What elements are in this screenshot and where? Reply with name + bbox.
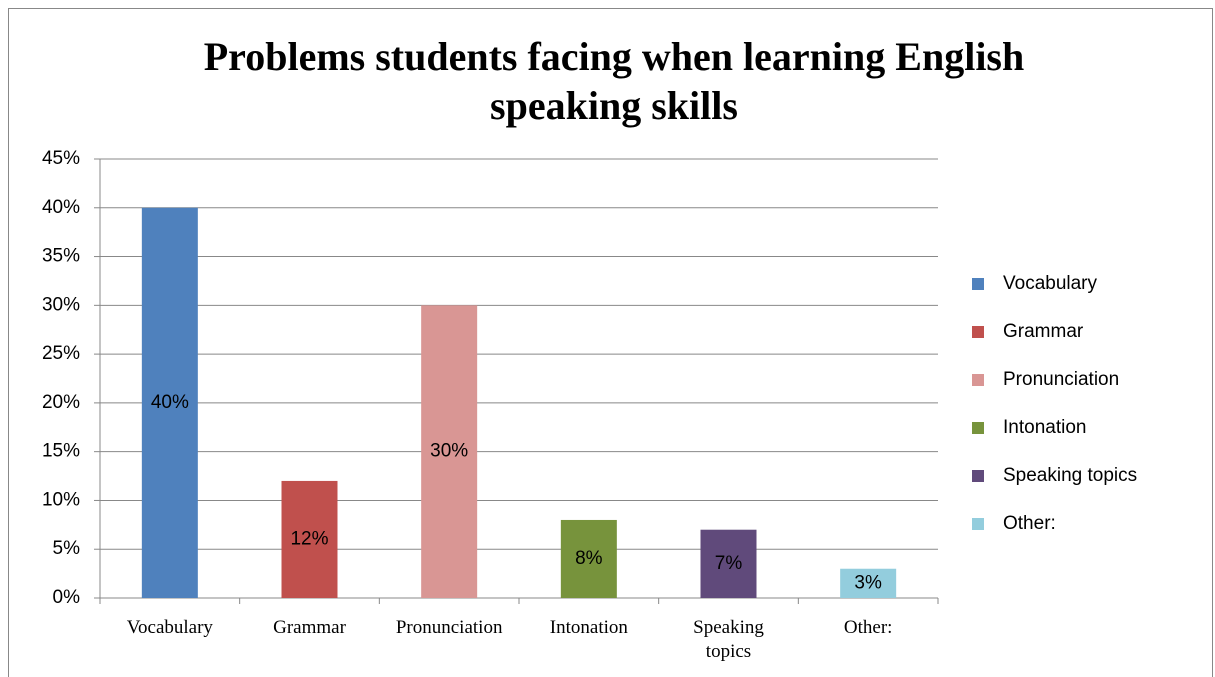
y-tick-label: 40%: [42, 197, 80, 218]
y-tick-label: 20%: [42, 392, 80, 413]
y-tick-label: 45%: [42, 148, 80, 169]
y-tick-label: 35%: [42, 246, 80, 267]
y-tick-label: 25%: [42, 343, 80, 364]
chart-title: Problems students facing when learning E…: [203, 34, 1025, 128]
x-tick-label: Intonation: [549, 617, 628, 638]
x-tick-label: Other:: [843, 617, 893, 638]
data-label: 7%: [715, 553, 743, 574]
y-tick-label: 30%: [42, 294, 80, 315]
bar: [141, 207, 198, 598]
legend-swatch: [972, 326, 984, 338]
x-tick-label: Speaking topics: [693, 617, 764, 662]
legend-swatch: [972, 518, 984, 530]
data-label: 30%: [430, 441, 468, 462]
legend-label: Pronunciation: [1003, 369, 1119, 390]
y-tick-label: 10%: [42, 489, 80, 510]
bar: [560, 519, 617, 598]
legend-label: Grammar: [1003, 321, 1084, 342]
bar: [421, 305, 478, 598]
y-tick-label: 15%: [42, 441, 80, 462]
data-label: 3%: [854, 572, 882, 593]
y-tick-label: 0%: [53, 587, 81, 608]
y-tick-label: 5%: [53, 538, 81, 559]
legend-label: Intonation: [1003, 417, 1086, 438]
x-tick-label: Pronunciation: [395, 617, 503, 638]
legend-swatch: [972, 470, 984, 482]
data-label: 12%: [290, 528, 328, 549]
x-tick-label: Vocabulary: [126, 617, 213, 638]
legend-label: Speaking topics: [1003, 465, 1137, 486]
bar: [840, 568, 897, 598]
legend-swatch: [972, 422, 984, 434]
x-tick-label: Grammar: [273, 617, 346, 638]
chart-border: [8, 8, 1213, 677]
legend-swatch: [972, 374, 984, 386]
legend-swatch: [972, 278, 984, 290]
data-label: 8%: [575, 548, 603, 569]
legend-label: Vocabulary: [1003, 273, 1098, 294]
bar: [700, 529, 757, 598]
data-label: 40%: [151, 392, 189, 413]
legend-label: Other:: [1003, 513, 1056, 534]
bar: [281, 480, 338, 598]
